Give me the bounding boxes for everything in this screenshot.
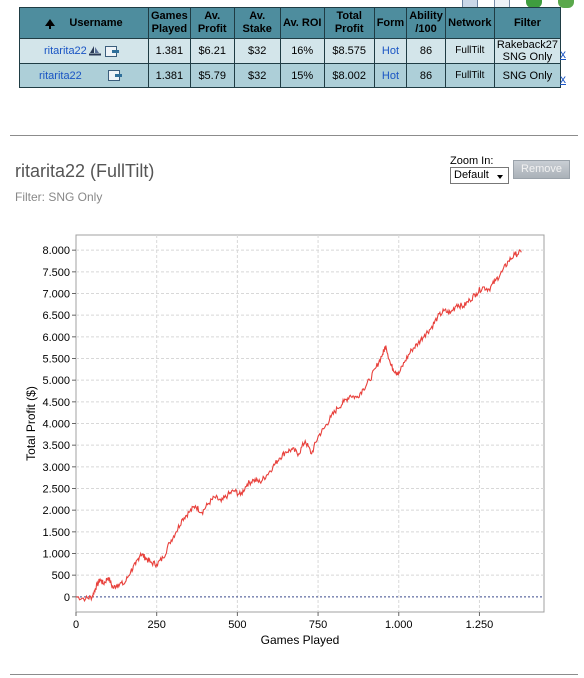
table-header-row: Username Games Played Av. Profit Av. Sta… xyxy=(19,7,561,39)
y-tick-label: 6.000 xyxy=(42,332,70,344)
y-tick-label: 2.000 xyxy=(42,505,70,517)
x-axis-ticks: 0 250 500 750 1.000 1.250 xyxy=(73,612,493,631)
y-tick-label: 500 xyxy=(52,570,70,582)
y-tick-label: 5.500 xyxy=(42,354,70,366)
ability-cell: 86 xyxy=(406,63,446,88)
y-tick-label: 7.500 xyxy=(42,267,70,279)
y-tick-label: 6.500 xyxy=(42,310,70,322)
chevron-down-icon xyxy=(497,175,503,179)
sailboat-icon xyxy=(88,46,101,56)
x-tick-label: 0 xyxy=(73,619,79,631)
ability-cell: 86 xyxy=(406,38,446,64)
table-row: ritarita22 1.381 $5.79 $32 15% $8.002 Ho… xyxy=(19,63,561,88)
y-tick-label: 2.500 xyxy=(42,484,70,496)
username-cell: ritarita22 xyxy=(19,38,149,64)
zoom-label: Zoom In: xyxy=(450,155,494,167)
header-ability[interactable]: Ability /100 xyxy=(406,7,446,39)
y-tick-label: 8.000 xyxy=(42,245,70,257)
network-cell: FullTilt xyxy=(444,38,495,64)
profit-chart: 0 500 1.000 1.500 2.000 2.500 3.000 3.500 4.000 4… xyxy=(24,234,545,647)
player-stats-table: Username Games Played Av. Profit Av. Sta… xyxy=(19,7,561,88)
y-tick-label: 1.000 xyxy=(42,549,70,561)
header-filter[interactable]: Filter xyxy=(493,7,561,39)
filter-label: Filter: SNG Only xyxy=(15,190,103,204)
zoom-selected-value: Default xyxy=(454,169,489,181)
y-tick-label: 4.500 xyxy=(42,397,70,409)
remove-button[interactable]: Remove xyxy=(513,160,570,179)
y-tick-label: 3.500 xyxy=(42,440,70,452)
av-stake-cell: $32 xyxy=(233,63,281,88)
games-cell: 1.381 xyxy=(148,63,191,88)
player-title: ritarita22 (FullTilt) xyxy=(15,161,155,181)
network-cell: FullTilt xyxy=(444,63,495,88)
x-tick-label: 250 xyxy=(148,619,166,631)
header-av-profit[interactable]: Av. Profit xyxy=(189,7,235,39)
av-roi-cell: 16% xyxy=(279,38,325,64)
refresh-icon[interactable] xyxy=(526,0,542,8)
filter-cell: SNG Only xyxy=(493,63,561,88)
form-cell: Hot xyxy=(373,63,408,88)
x-tick-label: 1.000 xyxy=(385,619,413,631)
zoom-select[interactable]: Default xyxy=(450,167,509,184)
x-tick-label: 500 xyxy=(228,619,246,631)
y-axis-ticks: 0 500 1.000 1.500 2.000 2.500 3.000 3.500 4.000 4… xyxy=(42,245,76,604)
gridlines xyxy=(76,235,544,612)
total-profit-cell: $8.002 xyxy=(323,63,375,88)
y-axis-label: Total Profit ($) xyxy=(24,386,38,461)
series-line-total-profit xyxy=(75,248,522,603)
username-link[interactable]: ritarita22 xyxy=(39,69,82,82)
username-link[interactable]: ritarita22 xyxy=(44,45,87,57)
header-username[interactable]: Username xyxy=(19,7,149,39)
divider-top xyxy=(10,135,578,136)
y-tick-label: 3.000 xyxy=(42,462,70,474)
remove-row-1-link[interactable]: x xyxy=(560,47,566,61)
filter-cell: Rakeback27 SNG Only xyxy=(493,38,561,64)
av-profit-cell: $5.79 xyxy=(189,63,235,88)
export-icon[interactable] xyxy=(558,0,574,8)
username-cell: ritarita22 xyxy=(19,63,149,88)
header-network[interactable]: Network xyxy=(444,7,495,39)
remove-row-2-link[interactable]: x xyxy=(560,72,566,86)
form-cell: Hot xyxy=(373,38,408,64)
y-tick-label: 7.000 xyxy=(42,289,70,301)
av-roi-cell: 15% xyxy=(279,63,325,88)
form-link[interactable]: Hot xyxy=(381,69,400,82)
sort-up-icon[interactable] xyxy=(45,19,56,30)
total-profit-cell: $8.575 xyxy=(323,38,375,64)
header-total-profit[interactable]: Total Profit xyxy=(323,7,375,39)
y-tick-label: 5.000 xyxy=(42,375,70,387)
y-tick-label: 1.500 xyxy=(42,527,70,539)
header-av-stake[interactable]: Av. Stake xyxy=(233,7,281,39)
games-cell: 1.381 xyxy=(148,38,191,64)
x-tick-label: 1.250 xyxy=(466,619,494,631)
graph-icon[interactable] xyxy=(104,45,119,57)
graph-icon[interactable] xyxy=(107,70,122,82)
x-axis-label: Games Played xyxy=(261,633,340,647)
av-profit-cell: $6.21 xyxy=(189,38,235,64)
x-tick-label: 750 xyxy=(309,619,327,631)
divider-bottom xyxy=(10,674,578,675)
y-tick-label: 0 xyxy=(64,592,70,604)
header-form[interactable]: Form xyxy=(373,7,408,39)
av-stake-cell: $32 xyxy=(233,38,281,64)
header-games-played[interactable]: Games Played xyxy=(148,7,191,39)
table-row: ritarita22 1.381 $6.21 $32 16% $8.575 Ho… xyxy=(19,38,561,64)
header-av-roi[interactable]: Av. ROI xyxy=(279,7,325,39)
y-tick-label: 4.000 xyxy=(42,419,70,431)
form-link[interactable]: Hot xyxy=(381,45,400,57)
